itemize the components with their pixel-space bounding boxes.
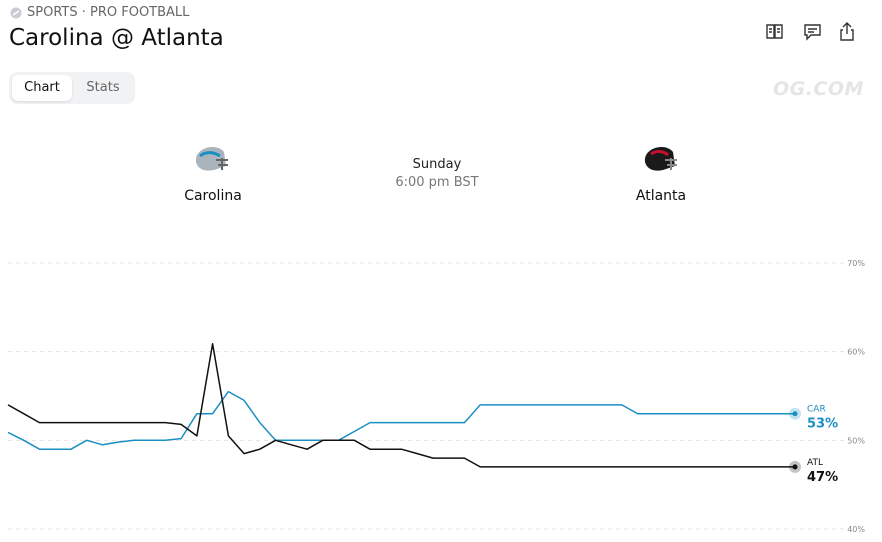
series-name: CAR — [807, 405, 826, 415]
away-helmet — [644, 147, 677, 171]
sport-icon — [10, 7, 22, 19]
y-tick-label: 50% — [847, 436, 865, 445]
value-label: 53% — [807, 417, 838, 432]
y-tick-label: 70% — [847, 259, 865, 268]
header-icons — [766, 22, 854, 41]
value-label: 47% — [807, 470, 838, 485]
game-time: 6:00 pm BST — [395, 175, 479, 190]
y-tick-label: 40% — [847, 525, 865, 534]
tab-stats[interactable]: Stats — [86, 80, 120, 95]
end-dot — [792, 411, 798, 417]
home-team: Carolina — [184, 188, 242, 204]
away-team: Atlanta — [635, 188, 687, 204]
game-day: Sunday — [412, 157, 462, 172]
share-icon[interactable] — [840, 22, 854, 41]
home-helmet — [195, 147, 228, 171]
series-name: ATL — [807, 458, 823, 468]
end-dot — [792, 464, 798, 470]
rules-icon[interactable] — [766, 24, 783, 39]
watermark: OG.COM — [773, 78, 864, 100]
breadcrumb[interactable]: SPORTS · PRO FOOTBALL — [27, 5, 190, 20]
page-title: Carolina @ Atlanta — [9, 25, 224, 51]
y-tick-label: 60% — [847, 348, 865, 357]
tab-bar: Chart Stats — [9, 72, 135, 104]
series-line — [7, 390, 795, 450]
series-line — [7, 342, 795, 468]
comments-icon[interactable] — [804, 24, 821, 41]
tab-chart[interactable]: Chart — [12, 75, 72, 101]
